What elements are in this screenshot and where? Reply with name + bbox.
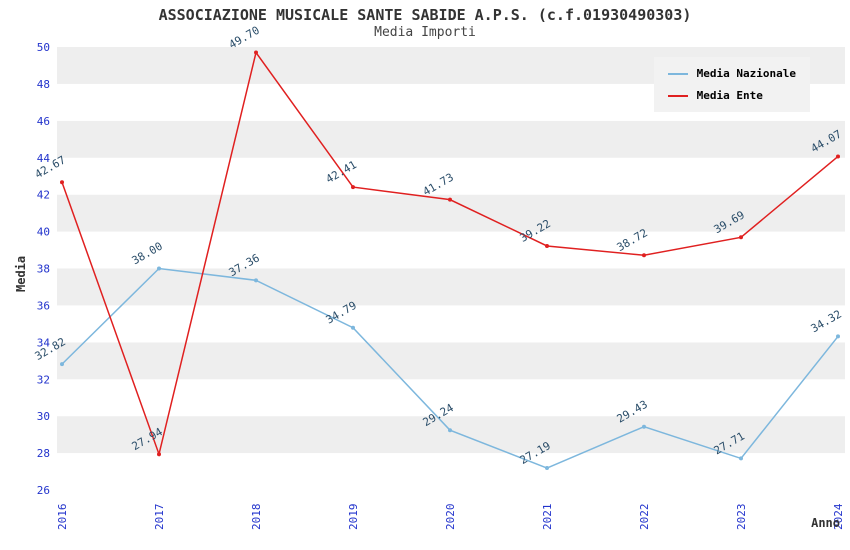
data-point-media-nazionale [642, 424, 646, 429]
data-point-media-ente [351, 185, 355, 190]
y-tick-label: 32 [37, 373, 50, 386]
chart-subtitle: Media Importi [374, 25, 476, 40]
data-point-media-ente [254, 50, 258, 55]
x-tick-label: 2020 [444, 504, 457, 531]
plot-band [57, 268, 845, 306]
y-tick-label: 40 [37, 226, 50, 239]
x-tick-label: 2018 [250, 504, 263, 531]
plot-band [57, 231, 845, 269]
y-tick-label: 34 [37, 336, 51, 349]
x-tick-label: 2023 [735, 504, 748, 531]
y-tick-label: 44 [37, 152, 51, 165]
legend-item-media-nazionale: Media Nazionale [667, 67, 796, 80]
chart-title: ASSOCIAZIONE MUSICALE SANTE SABIDE A.P.S… [158, 6, 692, 24]
x-tick-label: 2017 [153, 504, 166, 531]
data-point-media-ente [60, 180, 64, 185]
data-point-media-nazionale [351, 325, 355, 330]
y-tick-label: 30 [37, 410, 50, 423]
x-tick-label: 2019 [347, 504, 360, 531]
y-tick-label: 28 [37, 447, 50, 460]
data-point-media-ente [642, 253, 646, 258]
legend-label: Media Nazionale [696, 67, 796, 80]
data-point-media-nazionale [836, 334, 840, 339]
data-point-media-nazionale [60, 362, 64, 367]
data-point-media-ente [739, 235, 743, 240]
line-marker-icon [667, 94, 688, 97]
plot-band [57, 342, 845, 380]
plot-band [57, 305, 845, 343]
y-tick-label: 36 [37, 299, 50, 312]
plot-band [57, 379, 845, 417]
y-tick-label: 38 [37, 263, 50, 276]
data-point-media-ente [157, 452, 161, 457]
x-tick-label: 2016 [56, 504, 69, 531]
x-tick-label: 2024 [832, 503, 845, 530]
x-tick-label: 2021 [541, 504, 554, 531]
legend: Media Nazionale Media Ente [653, 57, 810, 112]
y-axis-title: Media [14, 255, 28, 292]
legend-item-media-ente: Media Ente [667, 89, 796, 102]
y-tick-label: 26 [37, 484, 50, 497]
line-marker-icon [667, 72, 688, 75]
data-point-media-nazionale [448, 428, 452, 433]
y-tick-label: 48 [37, 78, 50, 91]
legend-label: Media Ente [696, 89, 763, 102]
data-point-media-nazionale [545, 466, 549, 471]
data-point-media-nazionale [739, 456, 743, 461]
data-point-media-ente [448, 197, 452, 202]
x-axis-title: Anno [811, 516, 840, 530]
y-tick-label: 42 [37, 189, 50, 202]
y-tick-label: 50 [37, 41, 50, 54]
y-tick-label: 46 [37, 115, 50, 128]
plot-band [57, 120, 845, 158]
x-tick-label: 2022 [638, 504, 651, 531]
data-point-media-nazionale [157, 266, 161, 271]
data-point-media-ente [545, 243, 549, 248]
plot-band [57, 453, 845, 490]
data-point-media-nazionale [254, 278, 258, 283]
plot-band [57, 416, 845, 454]
data-point-media-ente [836, 154, 840, 159]
plot-band [57, 157, 845, 195]
